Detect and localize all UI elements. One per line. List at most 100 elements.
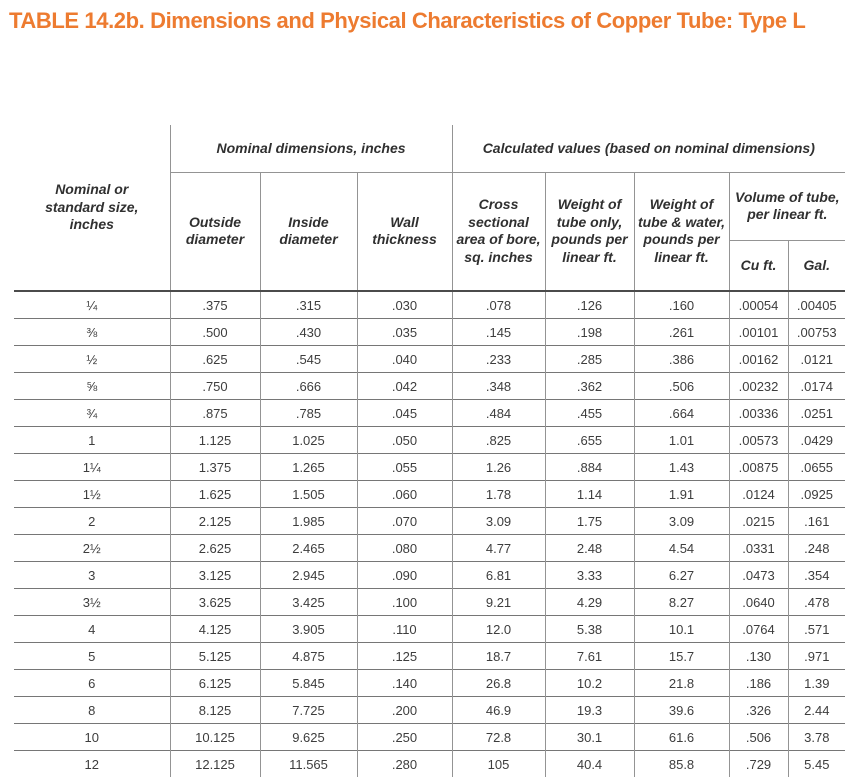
table-row: 3 3.125 2.945.090 6.81 3.33 6.27.0473.354 <box>14 561 846 589</box>
table-cell: .070 <box>356 507 453 535</box>
table-cell: .362 <box>544 372 635 400</box>
table-cell: .060 <box>356 480 453 508</box>
table-cell: .055 <box>356 453 453 481</box>
table-row: 2½ 2.625 2.465.080 4.77 2.48 4.54.0331.248 <box>14 534 846 562</box>
table-cell: .506 <box>633 372 730 400</box>
table-cell: .0655 <box>787 453 846 481</box>
cell-nominal-size: ¼ <box>86 297 98 313</box>
table-header: Nominal or standard size, inches Nominal… <box>14 125 846 291</box>
table-cell: 1.375 <box>169 453 260 481</box>
table-cell: .100 <box>356 588 453 616</box>
table-cell: .080 <box>356 534 453 562</box>
table-cell: .430 <box>259 318 357 346</box>
table-cell: .0124 <box>728 480 789 508</box>
header-group-nominal-dimensions: Nominal dimensions, inches <box>169 125 453 173</box>
header-weight-tube-only: Weight of tube only, pounds per linear f… <box>544 172 635 291</box>
table-cell: .500 <box>169 318 260 346</box>
table-cell: 1.265 <box>259 453 357 481</box>
table-cell: 6.125 <box>169 669 260 697</box>
table-cell: 4.125 <box>169 615 260 643</box>
table-cell: 7.725 <box>259 696 357 724</box>
table-cell: 3.78 <box>787 723 846 751</box>
table-cell: 1.43 <box>633 453 730 481</box>
table-cell: 21.8 <box>633 669 730 697</box>
cell-nominal-size: ¾ <box>86 405 98 421</box>
table-cell: .666 <box>259 372 357 400</box>
header-row-subs: Outside diameter Inside diameter Wall th… <box>14 172 846 291</box>
table-cell: .0640 <box>728 588 789 616</box>
table-cell: 15.7 <box>633 642 730 670</box>
table-cell: .0174 <box>787 372 846 400</box>
header-weight-tube-water: Weight of tube & water, pounds per linea… <box>633 172 730 291</box>
table-cell: .040 <box>356 345 453 373</box>
table-cell: 30.1 <box>544 723 635 751</box>
table-cell: 1.75 <box>544 507 635 535</box>
table-cell: 2.44 <box>787 696 846 724</box>
table-cell: 9.21 <box>451 588 546 616</box>
table-cell: 11.565 <box>259 750 357 777</box>
table-row: ⅜ .500.430.035.145.198.261.00101.00753 <box>14 318 846 346</box>
table-cell: .571 <box>787 615 846 643</box>
table-cell: 10.1 <box>633 615 730 643</box>
table-cell: 4.875 <box>259 642 357 670</box>
table-cell: .971 <box>787 642 846 670</box>
table-row: 4 4.125 3.905.110 12.0 5.38 10.1.0764.571 <box>14 615 846 643</box>
table-cell: 6.27 <box>633 561 730 589</box>
table-cell: .280 <box>356 750 453 777</box>
table-cell: .0121 <box>787 345 846 373</box>
header-outside-diameter: Outside diameter <box>169 172 260 291</box>
table-cell: .348 <box>451 372 546 400</box>
table-cell: 85.8 <box>633 750 730 777</box>
table-row: ¾ .875.785.045.484.455.664.00336.0251 <box>14 399 846 427</box>
table-cell: .050 <box>356 426 453 454</box>
table-cell: 2.465 <box>259 534 357 562</box>
table-cell: .729 <box>728 750 789 777</box>
table-cell: .00054 <box>728 291 789 319</box>
table-cell: 18.7 <box>451 642 546 670</box>
table-cell: .126 <box>544 291 635 319</box>
table-cell: 8.125 <box>169 696 260 724</box>
table-cell: .655 <box>544 426 635 454</box>
table-cell: .875 <box>169 399 260 427</box>
table-cell: 26.8 <box>451 669 546 697</box>
table-cell: .160 <box>633 291 730 319</box>
table-cell: 5.38 <box>544 615 635 643</box>
table-cell: .130 <box>728 642 789 670</box>
table-body: ¼ .375.315.030.078.126.160.00054.00405 ⅜ .5… <box>14 291 846 777</box>
table-cell: 3.905 <box>259 615 357 643</box>
header-row-groups: Nominal or standard size, inches Nominal… <box>14 125 846 232</box>
table-cell: .0251 <box>787 399 846 427</box>
table-cell: 9.625 <box>259 723 357 751</box>
table-cell: 7.61 <box>544 642 635 670</box>
table-cell: 19.3 <box>544 696 635 724</box>
table-cell: 1.025 <box>259 426 357 454</box>
cell-nominal-size: 10 <box>84 729 99 745</box>
table-cell: 46.9 <box>451 696 546 724</box>
table-cell: .354 <box>787 561 846 589</box>
table-cell: 39.6 <box>633 696 730 724</box>
table-cell: .664 <box>633 399 730 427</box>
table-cell: 5.845 <box>259 669 357 697</box>
table-cell: .0331 <box>728 534 789 562</box>
table-cell: .198 <box>544 318 635 346</box>
table-cell: 2.125 <box>169 507 260 535</box>
table-cell: 1.78 <box>451 480 546 508</box>
table-cell: .125 <box>356 642 453 670</box>
table-cell: .625 <box>169 345 260 373</box>
table-cell: .233 <box>451 345 546 373</box>
table-cell: .0215 <box>728 507 789 535</box>
table-row: 3½ 3.625 3.425.100 9.21 4.29 8.27.0640.478 <box>14 588 846 616</box>
table-cell: .455 <box>544 399 635 427</box>
cell-nominal-size: ⅝ <box>86 378 98 394</box>
table-cell: 5.45 <box>787 750 846 777</box>
table-cell: .750 <box>169 372 260 400</box>
table-cell: 12.0 <box>451 615 546 643</box>
table-cell: 2.945 <box>259 561 357 589</box>
header-wall-thickness: Wall thickness <box>356 172 453 291</box>
table-cell: .00232 <box>728 372 789 400</box>
table-cell: .00573 <box>728 426 789 454</box>
table-cell: .506 <box>728 723 789 751</box>
table-cell: .0925 <box>787 480 846 508</box>
table-cell: .285 <box>544 345 635 373</box>
cell-nominal-size: 6 <box>88 675 96 691</box>
